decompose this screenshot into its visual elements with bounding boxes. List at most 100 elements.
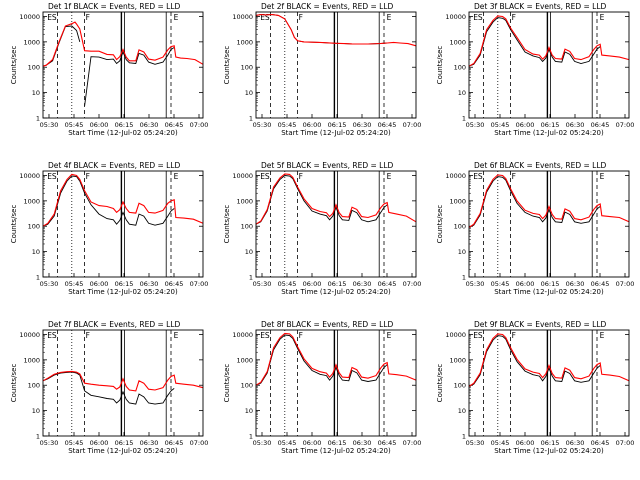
y-axis-label: Counts/sec	[223, 364, 231, 403]
y-axis-label: Counts/sec	[436, 364, 444, 403]
corner-label: F	[512, 331, 516, 340]
y-tick-label: 10000	[232, 331, 253, 339]
y-tick-label: 10000	[445, 331, 466, 339]
panel-title: Det 4f BLACK = Events, RED = LLD	[48, 161, 181, 170]
y-axis-label: Counts/sec	[10, 364, 18, 403]
y-tick-label: 1	[36, 433, 40, 441]
y-tick-label: 10	[32, 407, 40, 415]
y-tick-label: 1000	[23, 197, 40, 205]
x-tick-label: 06:15	[541, 121, 560, 129]
x-tick-label: 06:15	[328, 439, 347, 447]
x-tick-label: 06:45	[591, 121, 610, 129]
panel-title: Det 6f BLACK = Events, RED = LLD	[474, 161, 607, 170]
series-lld-line	[468, 333, 630, 387]
corner-label: ES	[473, 172, 483, 181]
x-tick-label: 06:45	[591, 439, 610, 447]
y-tick-label: 100	[454, 223, 466, 231]
y-tick-label: 10000	[19, 13, 40, 21]
series-lld-line	[255, 13, 417, 47]
plot-frame	[42, 170, 204, 278]
x-tick-label: 05:45	[65, 280, 84, 288]
x-tick-label: 06:45	[165, 121, 184, 129]
panel-3: Det 3f BLACK = Events, RED = LLD 1 10 100 10…	[436, 2, 634, 137]
corner-label: E	[600, 13, 605, 22]
x-tick-label: 05:30	[40, 280, 59, 288]
panel-title: Det 8f BLACK = Events, RED = LLD	[261, 320, 394, 329]
x-axis-label: Start Time (12-Jul-02 05:24:20)	[494, 447, 604, 455]
series-lld-line	[42, 21, 204, 67]
x-axis-label: Start Time (12-Jul-02 05:24:20)	[68, 129, 178, 137]
x-tick-label: 06:00	[303, 280, 322, 288]
x-axis-label: Start Time (12-Jul-02 05:24:20)	[68, 447, 178, 455]
y-tick-label: 1	[36, 274, 40, 282]
corner-label: E	[387, 172, 392, 181]
x-tick-label: 06:00	[303, 121, 322, 129]
x-axis-label: Start Time (12-Jul-02 05:24:20)	[494, 129, 604, 137]
corner-label: F	[86, 172, 90, 181]
corner-label: F	[86, 13, 90, 22]
panel-8: Det 8f BLACK = Events, RED = LLD 1 10 100 10…	[223, 320, 421, 455]
x-tick-label: 06:45	[591, 280, 610, 288]
corner-label: E	[600, 331, 605, 340]
plot-frame	[468, 170, 630, 278]
y-tick-label: 1	[462, 274, 466, 282]
y-tick-label: 1	[462, 115, 466, 123]
panel-2: Det 2f BLACK = Events, RED = LLD 1 10 100 10…	[223, 2, 421, 137]
y-tick-label: 10000	[232, 13, 253, 21]
x-tick-label: 05:45	[278, 121, 297, 129]
panel-title: Det 5f BLACK = Events, RED = LLD	[261, 161, 394, 170]
corner-label: E	[174, 13, 179, 22]
x-tick-label: 07:00	[190, 121, 209, 129]
y-tick-label: 10	[458, 89, 466, 97]
series-lld-line	[468, 15, 630, 67]
y-tick-label: 10	[458, 407, 466, 415]
y-tick-label: 100	[28, 64, 40, 72]
y-tick-label: 100	[28, 223, 40, 231]
y-axis-label: Counts/sec	[436, 46, 444, 85]
y-tick-label: 1	[249, 433, 253, 441]
x-tick-label: 05:30	[253, 121, 272, 129]
corner-label: ES	[473, 13, 483, 22]
y-axis-label: Counts/sec	[223, 46, 231, 85]
x-tick-label: 06:00	[90, 280, 109, 288]
x-tick-label: 06:00	[303, 439, 322, 447]
x-tick-label: 05:30	[40, 439, 59, 447]
y-tick-label: 1000	[23, 38, 40, 46]
y-tick-label: 1000	[236, 356, 253, 364]
x-tick-label: 07:00	[190, 280, 209, 288]
panel-title: Det 2f BLACK = Events, RED = LLD	[261, 2, 394, 11]
plot-frame	[468, 11, 630, 119]
x-tick-label: 07:00	[190, 439, 209, 447]
series-events-line	[468, 335, 601, 387]
y-tick-label: 1000	[449, 197, 466, 205]
x-tick-label: 07:00	[616, 439, 635, 447]
x-tick-label: 06:00	[90, 121, 109, 129]
panel-9: Det 9f BLACK = Events, RED = LLD 1 10 100 10…	[436, 320, 634, 455]
series-events-line	[255, 14, 388, 45]
series-events-line	[42, 25, 175, 106]
series-events-line	[468, 17, 601, 67]
y-tick-label: 1000	[449, 356, 466, 364]
series-lld-line	[468, 174, 630, 228]
y-tick-label: 1000	[23, 356, 40, 364]
x-axis-label: Start Time (12-Jul-02 05:24:20)	[281, 288, 391, 296]
corner-label: ES	[473, 331, 483, 340]
y-tick-label: 100	[454, 382, 466, 390]
x-tick-label: 07:00	[403, 121, 422, 129]
x-tick-label: 06:45	[165, 439, 184, 447]
y-tick-label: 10000	[445, 172, 466, 180]
panel-title: Det 7f BLACK = Events, RED = LLD	[48, 320, 181, 329]
x-tick-label: 06:00	[516, 439, 535, 447]
x-tick-label: 06:30	[566, 439, 585, 447]
panel-4: Det 4f BLACK = Events, RED = LLD 1 10 100 10…	[10, 161, 208, 296]
x-tick-label: 05:45	[65, 439, 84, 447]
x-axis-label: Start Time (12-Jul-02 05:24:20)	[281, 447, 391, 455]
x-tick-label: 06:30	[353, 121, 372, 129]
series-events-line	[42, 175, 175, 227]
y-tick-label: 1000	[236, 197, 253, 205]
x-tick-label: 06:30	[353, 439, 372, 447]
y-tick-label: 10	[245, 89, 253, 97]
y-axis-label: Counts/sec	[10, 46, 18, 85]
x-tick-label: 06:15	[541, 439, 560, 447]
x-tick-label: 06:15	[115, 121, 134, 129]
